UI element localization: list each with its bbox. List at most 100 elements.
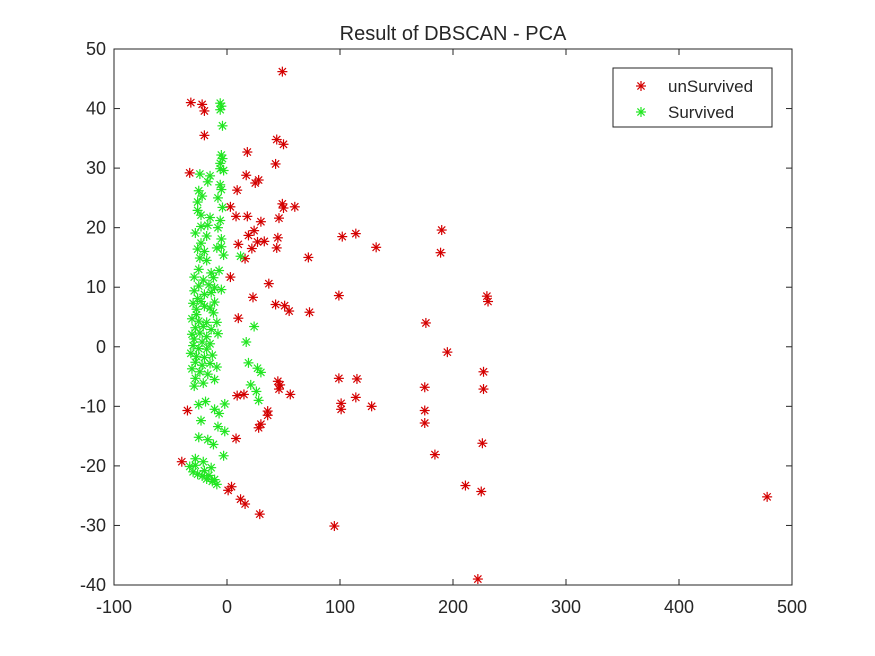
- point-survived: [206, 324, 217, 335]
- y-tick-label: 20: [86, 218, 106, 238]
- legend-label-unsurvived: unSurvived: [668, 77, 753, 96]
- point-unsurvived: [277, 66, 288, 77]
- point-unsurvived: [225, 272, 236, 283]
- legend-label-survived: Survived: [668, 103, 734, 122]
- point-survived: [209, 297, 220, 308]
- point-survived: [202, 220, 213, 231]
- y-tick-label: -10: [80, 396, 106, 416]
- point-survived: [199, 246, 210, 257]
- point-survived: [196, 415, 207, 426]
- point-survived: [194, 366, 205, 377]
- y-tick-label: 50: [86, 39, 106, 59]
- point-unsurvived: [223, 485, 234, 496]
- x-tick-label: 300: [551, 597, 581, 617]
- point-survived: [206, 287, 217, 298]
- point-survived: [219, 398, 230, 409]
- point-survived: [255, 367, 266, 378]
- point-unsurvived: [233, 313, 244, 324]
- point-unsurvived: [436, 225, 447, 236]
- point-unsurvived: [271, 134, 282, 145]
- x-tick-label: 100: [325, 597, 355, 617]
- point-unsurvived: [259, 236, 270, 247]
- point-survived: [241, 337, 252, 348]
- point-unsurvived: [483, 296, 494, 307]
- x-tick-label: 200: [438, 597, 468, 617]
- point-unsurvived: [429, 449, 440, 460]
- point-survived: [208, 272, 219, 283]
- point-unsurvived: [278, 139, 289, 150]
- point-unsurvived: [333, 373, 344, 384]
- point-survived: [203, 470, 214, 481]
- y-tick-label: 0: [96, 337, 106, 357]
- point-survived: [193, 264, 204, 275]
- point-unsurvived: [246, 243, 257, 254]
- point-survived: [194, 169, 205, 180]
- point-unsurvived: [478, 366, 489, 377]
- point-survived: [205, 338, 216, 349]
- point-unsurvived: [284, 306, 295, 317]
- point-survived: [218, 165, 229, 176]
- legend-marker-survived: [636, 107, 646, 117]
- point-unsurvived: [762, 491, 773, 502]
- point-unsurvived: [197, 99, 208, 110]
- y-tick-label: 10: [86, 277, 106, 297]
- point-survived: [217, 120, 228, 131]
- point-survived: [216, 284, 227, 295]
- y-tick-label: -40: [80, 575, 106, 595]
- point-unsurvived: [271, 242, 282, 253]
- point-unsurvived: [476, 486, 487, 497]
- point-unsurvived: [350, 392, 361, 403]
- y-axis: -40 -30 -20 -10 0 10 20 30 40 50: [80, 39, 792, 595]
- point-survived: [190, 228, 201, 239]
- point-survived: [193, 432, 204, 443]
- legend-box: [612, 67, 773, 128]
- point-survived: [196, 210, 207, 221]
- point-survived: [218, 250, 229, 261]
- x-tick-label: 400: [664, 597, 694, 617]
- point-survived: [200, 396, 211, 407]
- point-survived: [216, 241, 227, 252]
- point-survived: [212, 192, 223, 203]
- point-unsurvived: [481, 291, 492, 302]
- point-survived: [199, 289, 210, 300]
- point-survived: [209, 374, 220, 385]
- point-survived: [198, 456, 209, 467]
- point-survived: [197, 337, 208, 348]
- point-unsurvived: [231, 433, 242, 444]
- point-survived: [211, 362, 222, 373]
- point-survived: [188, 298, 199, 309]
- point-unsurvived: [184, 167, 195, 178]
- point-survived: [207, 350, 218, 361]
- point-unsurvived: [238, 389, 249, 400]
- point-unsurvived: [232, 390, 243, 401]
- point-survived: [189, 381, 200, 392]
- point-unsurvived: [329, 521, 340, 532]
- point-survived: [218, 450, 229, 461]
- point-survived: [201, 255, 212, 266]
- point-unsurvived: [273, 384, 284, 395]
- point-unsurvived: [333, 290, 344, 301]
- point-unsurvived: [240, 499, 251, 510]
- point-unsurvived: [420, 317, 431, 328]
- point-unsurvived: [232, 185, 243, 196]
- point-survived: [202, 176, 213, 187]
- point-survived: [214, 265, 225, 276]
- point-unsurvived: [249, 225, 260, 236]
- point-unsurvived: [472, 574, 483, 585]
- y-tick-label: -30: [80, 515, 106, 535]
- point-unsurvived: [199, 130, 210, 141]
- point-unsurvived: [371, 242, 382, 253]
- point-survived: [243, 357, 254, 368]
- point-unsurvived: [253, 422, 264, 433]
- point-survived: [197, 191, 208, 202]
- point-unsurvived: [242, 147, 253, 158]
- data-points: [176, 66, 773, 585]
- point-unsurvived: [304, 307, 315, 318]
- point-survived: [196, 296, 207, 307]
- point-survived: [192, 197, 203, 208]
- point-survived: [190, 453, 201, 464]
- point-unsurvived: [231, 211, 242, 222]
- point-survived: [190, 460, 201, 471]
- point-unsurvived: [254, 509, 265, 520]
- point-survived: [189, 272, 200, 283]
